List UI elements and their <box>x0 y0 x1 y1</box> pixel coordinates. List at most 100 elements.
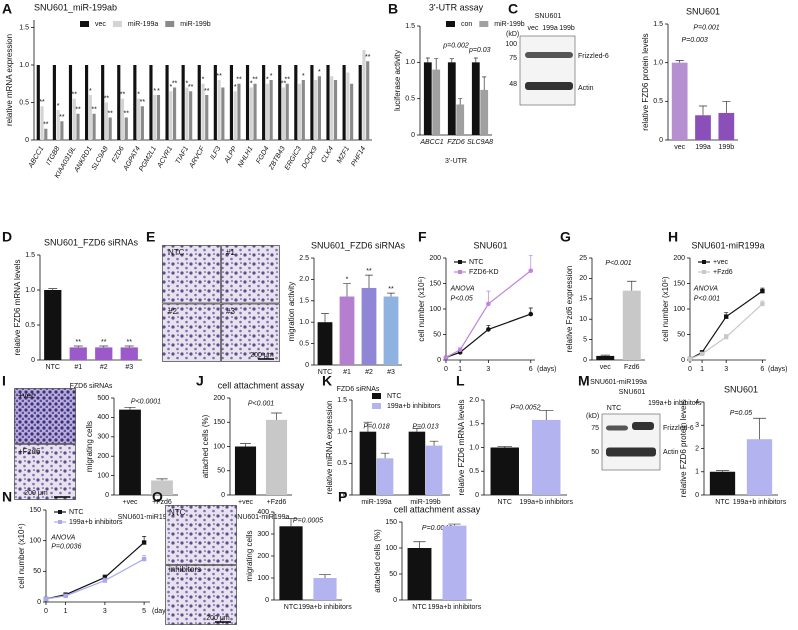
bar <box>314 80 318 140</box>
significance: * <box>302 73 305 80</box>
y-tick-label: 1 <box>695 469 699 476</box>
bar <box>359 431 377 495</box>
y-axis-label: relative FZD6 mRNA levels <box>13 259 22 355</box>
image-label: Actin <box>578 85 594 92</box>
point <box>687 356 693 362</box>
micrograph <box>165 505 237 565</box>
legend-swatch <box>112 21 122 27</box>
bar <box>297 83 302 140</box>
legend-label: FZD6-KD <box>469 269 499 276</box>
legend-marker <box>58 520 62 524</box>
image-label: Frizzled-6 <box>663 425 694 432</box>
bar <box>56 110 60 140</box>
x-tick-label: vec <box>674 144 685 151</box>
x-tick-label: NTC <box>412 604 426 611</box>
x-tick-label: ABCC1 <box>419 139 443 146</box>
bar <box>153 95 157 140</box>
bar <box>709 471 736 495</box>
micrograph <box>162 303 221 362</box>
significance: ** <box>75 107 81 114</box>
error-bar <box>698 105 708 116</box>
bar <box>52 65 56 140</box>
x-tick-label: ALPP <box>223 145 239 165</box>
chart-title: 3'-UTR assay <box>429 2 484 12</box>
y-tick-label: 150 <box>385 519 397 526</box>
significance: ** <box>204 88 210 95</box>
annotation: p=0.002 <box>442 42 469 49</box>
y-tick-label: 200 <box>673 255 685 262</box>
legend-marker <box>458 260 462 264</box>
error-bar <box>473 57 478 63</box>
bar <box>44 128 48 140</box>
y-tick-label: 50 <box>217 468 225 475</box>
point <box>723 334 729 340</box>
error-bar <box>448 523 461 526</box>
bar <box>189 91 193 140</box>
series-line <box>445 313 531 359</box>
legend-swatch <box>80 21 89 27</box>
bar <box>326 65 330 140</box>
significance: ** <box>140 99 146 106</box>
bar <box>425 445 443 495</box>
bar <box>265 83 269 140</box>
x-tick-label: +Fzd6 <box>152 499 172 506</box>
significance: ** <box>39 99 45 106</box>
bar <box>221 87 225 140</box>
x-tick-label: #1 <box>74 364 82 371</box>
legend-swatch <box>372 403 381 409</box>
error-bar <box>716 470 729 472</box>
x-tick-label: FZD6 <box>447 139 465 146</box>
y-tick-label: 1.5 <box>653 21 663 28</box>
bar <box>249 87 253 140</box>
image-label: 200 μm <box>24 490 48 497</box>
y-tick-label: 25 <box>579 255 587 262</box>
bar <box>279 526 303 600</box>
image-label: 48 <box>509 81 517 88</box>
bar <box>346 72 350 140</box>
legend-label: miR-199b <box>180 21 210 28</box>
chart-title: SNU601 <box>473 240 507 250</box>
x-tick-label: 1 <box>458 366 462 373</box>
x-tick-label: 199a <box>695 144 711 151</box>
error-bar <box>449 58 454 63</box>
y-tick-label: 0 <box>583 357 587 364</box>
bar <box>156 95 161 140</box>
y-tick-label: 1.0 <box>469 444 479 451</box>
bar <box>44 290 62 360</box>
point <box>486 301 491 307</box>
x-tick-label: PHF14 <box>350 145 367 167</box>
y-tick-label: 1.5 <box>25 252 35 259</box>
bar <box>285 83 289 140</box>
y-tick-label: 3 <box>695 422 699 429</box>
x-tick-label: 199b <box>719 144 735 151</box>
x-tick-label: ACVR1 <box>156 145 174 170</box>
annotation: ANOVA <box>449 285 474 292</box>
chart-title: SNU601_FZD6 siRNAs <box>311 240 406 250</box>
significance: * <box>89 88 92 95</box>
x-tick-label: 3 <box>103 608 107 615</box>
annotation: P=0.0046 <box>422 525 452 532</box>
bar <box>376 458 394 495</box>
x-tick-label: NTC <box>46 364 60 371</box>
panel-letter: A <box>2 1 12 17</box>
bar <box>172 87 177 140</box>
y-tick-label: 0 <box>25 137 29 144</box>
image-label: #2 <box>168 307 177 316</box>
error-bar <box>458 98 463 105</box>
image-label: 199a <box>542 25 558 32</box>
x-axis-label: SNU601-miR199a <box>590 379 647 386</box>
x-tick-label: FZD6 <box>111 145 126 164</box>
error-bar <box>48 288 58 290</box>
annotation: P=0.0036 <box>51 544 81 551</box>
x-tick-label: NTC <box>318 369 332 376</box>
annotation: P=0.018 <box>363 423 389 430</box>
image-label: 199a+b inhibitors <box>648 400 702 407</box>
significance: ** <box>252 77 258 84</box>
legend-label: 199a+b inhibitors <box>387 403 441 410</box>
annotation: ANOVA <box>693 285 718 292</box>
bar <box>197 65 201 140</box>
y-tick-label: 400 <box>257 509 269 516</box>
point <box>443 355 449 360</box>
panel-letter: D <box>2 229 12 245</box>
significance: ** <box>91 107 97 114</box>
